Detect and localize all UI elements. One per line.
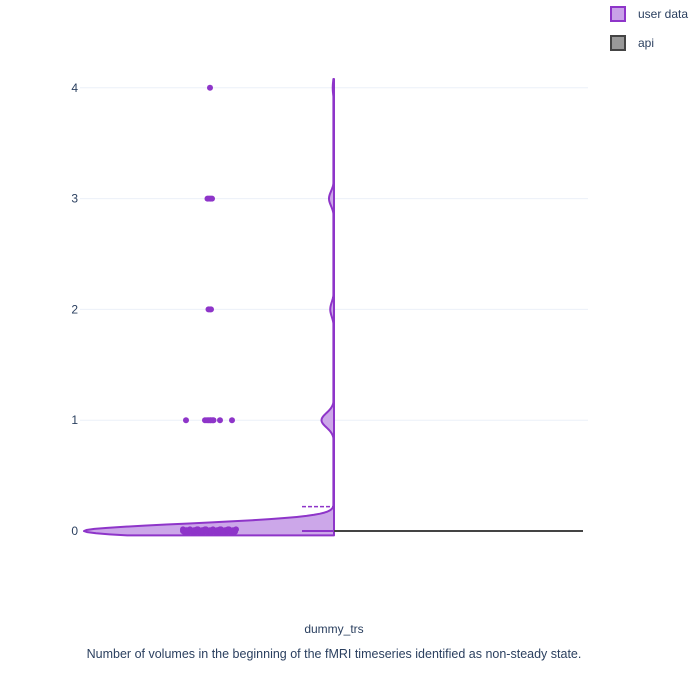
- data-point: [183, 417, 189, 424]
- data-point: [229, 417, 235, 424]
- violin-user-data: [83, 77, 335, 537]
- legend-swatch: [610, 6, 626, 22]
- legend[interactable]: user data api: [610, 6, 688, 51]
- legend-label: api: [638, 36, 654, 50]
- data-point: [209, 195, 215, 202]
- data-point: [207, 84, 213, 91]
- chart-caption: Number of volumes in the beginning of th…: [87, 647, 582, 661]
- x-tick-label-category: dummy_trs: [304, 622, 363, 636]
- y-tick-label: 3: [71, 192, 78, 206]
- data-point: [220, 529, 226, 536]
- data-point: [183, 527, 189, 534]
- data-point: [231, 528, 237, 535]
- y-tick-label: 4: [71, 81, 78, 95]
- data-point: [203, 528, 209, 534]
- legend-label: user data: [638, 7, 688, 21]
- legend-swatch: [610, 35, 626, 51]
- y-tick-label: 1: [71, 413, 78, 427]
- data-point: [210, 417, 217, 424]
- violins: [83, 77, 583, 537]
- y-tick-label: 2: [71, 302, 78, 316]
- data-points: [180, 84, 239, 536]
- legend-item[interactable]: api: [610, 35, 654, 51]
- data-point: [208, 306, 214, 313]
- legend-item[interactable]: user data: [610, 6, 688, 22]
- y-tick-label: 0: [71, 524, 78, 538]
- y-axis: 0 1 2 3 4: [71, 81, 78, 538]
- data-point: [217, 417, 223, 424]
